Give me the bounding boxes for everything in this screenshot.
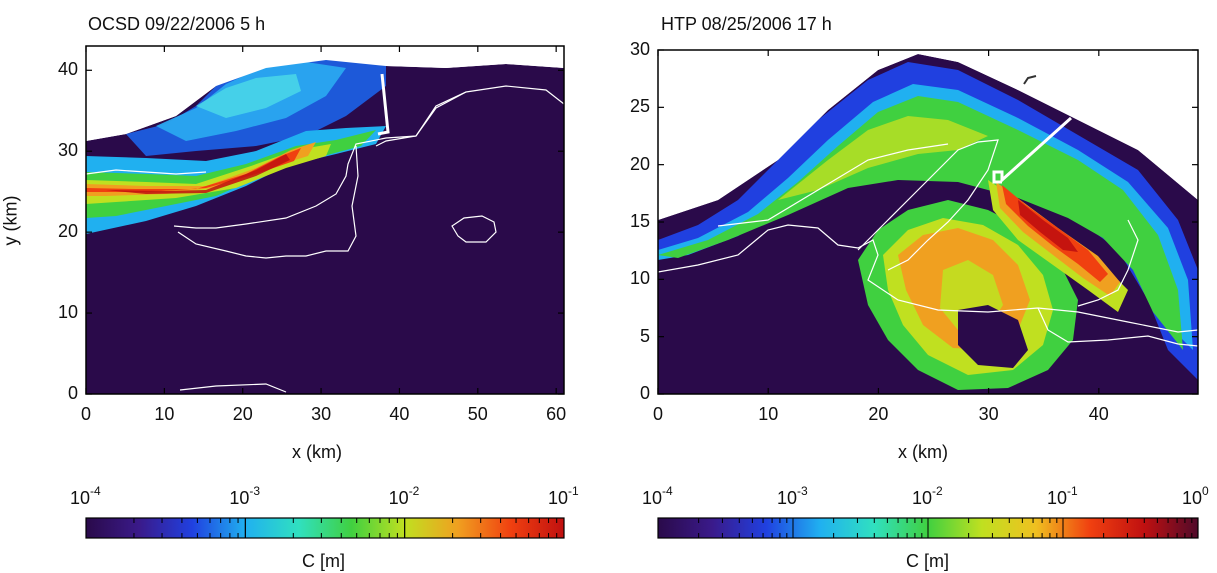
contour-line <box>375 91 467 147</box>
colorbar-tick-label: 10-4 <box>70 484 101 508</box>
outfall-pipe <box>377 73 390 136</box>
right-panel-title: HTP 08/25/2006 17 h <box>661 14 832 34</box>
x-tick-label: 60 <box>546 404 567 424</box>
y-tick-label: 0 <box>639 383 650 403</box>
y-tick-label: 25 <box>629 96 650 117</box>
contour-line <box>179 383 287 393</box>
x-tick-label: 10 <box>758 404 779 424</box>
contour-line <box>717 143 949 227</box>
contour-line <box>1037 307 1198 347</box>
left-y-axis-label: y (km) <box>0 195 21 246</box>
main-plume-darkred <box>106 154 290 194</box>
outfall-pipe <box>992 116 1073 184</box>
y-tick-label: 20 <box>629 153 650 174</box>
arc-outer-blue <box>658 62 1198 380</box>
y-tick-label: 15 <box>629 211 650 231</box>
x-tick-label: 0 <box>80 404 91 424</box>
contour-line <box>1077 219 1139 307</box>
land <box>658 50 1198 220</box>
left-heatmap-plot <box>85 45 565 395</box>
right-heatmap-plot <box>657 49 1199 395</box>
arc-green <box>658 96 1183 350</box>
upper-plume-core <box>196 74 301 118</box>
colorbar-tick-label: 10-3 <box>229 484 261 508</box>
streak-darkred <box>1018 200 1078 252</box>
colorbar-tick-label: 100 <box>1182 484 1209 508</box>
contour-line <box>658 224 1198 333</box>
y-tick-label: 10 <box>629 268 650 289</box>
x-tick-label: 20 <box>868 404 889 424</box>
colorbar-tick-label: 10-1 <box>1047 484 1078 508</box>
colorbar-tick-label: 10-3 <box>777 484 808 508</box>
x-tick-label: 10 <box>154 404 175 424</box>
contour-line <box>177 145 359 259</box>
x-tick-label: 30 <box>311 404 332 424</box>
colorbar-tick-label: 10-4 <box>642 484 673 508</box>
x-tick-label: 20 <box>232 404 253 424</box>
x-tick-label: 30 <box>978 404 999 424</box>
arc-yellow <box>778 116 988 200</box>
right-colorbar <box>657 517 1199 539</box>
field-layer <box>658 50 1198 394</box>
y-tick-label: 30 <box>57 140 78 161</box>
contour-line <box>857 139 999 271</box>
left-colorbar <box>85 517 565 539</box>
colorbar-tick-label: 10-2 <box>912 484 943 508</box>
contour-line <box>86 169 207 175</box>
colorbar-tick-label: 10-2 <box>388 484 420 508</box>
contour-line <box>451 215 497 243</box>
coast-feature <box>1023 75 1037 85</box>
left-x-axis-label: x (km) <box>292 442 342 462</box>
field-layer <box>86 46 564 394</box>
x-tick-label: 40 <box>389 404 410 424</box>
axes-frame <box>85 45 565 395</box>
arc-cyan <box>658 84 1193 350</box>
eddy-hole <box>958 305 1028 368</box>
colorbar-tick-label: 10-1 <box>548 484 579 508</box>
y-tick-label: 20 <box>57 221 78 242</box>
right-x-axis-label: x (km) <box>898 442 948 462</box>
y-tick-label: 40 <box>57 59 78 80</box>
land <box>86 46 564 141</box>
y-tick-label: 10 <box>57 302 78 323</box>
x-tick-label: 0 <box>652 404 663 424</box>
left-colorbar-label: C [m] <box>302 551 345 571</box>
right-colorbar-label: C [m] <box>906 551 949 571</box>
colorbar-gradient <box>85 517 565 539</box>
y-tick-label: 30 <box>629 39 650 59</box>
x-tick-label: 50 <box>467 404 488 424</box>
contour-line <box>173 85 564 229</box>
y-tick-label: 5 <box>639 325 650 346</box>
y-tick-label: 0 <box>67 383 78 403</box>
x-tick-label: 40 <box>1088 404 1109 424</box>
left-panel-title: OCSD 09/22/2006 5 h <box>88 14 266 34</box>
